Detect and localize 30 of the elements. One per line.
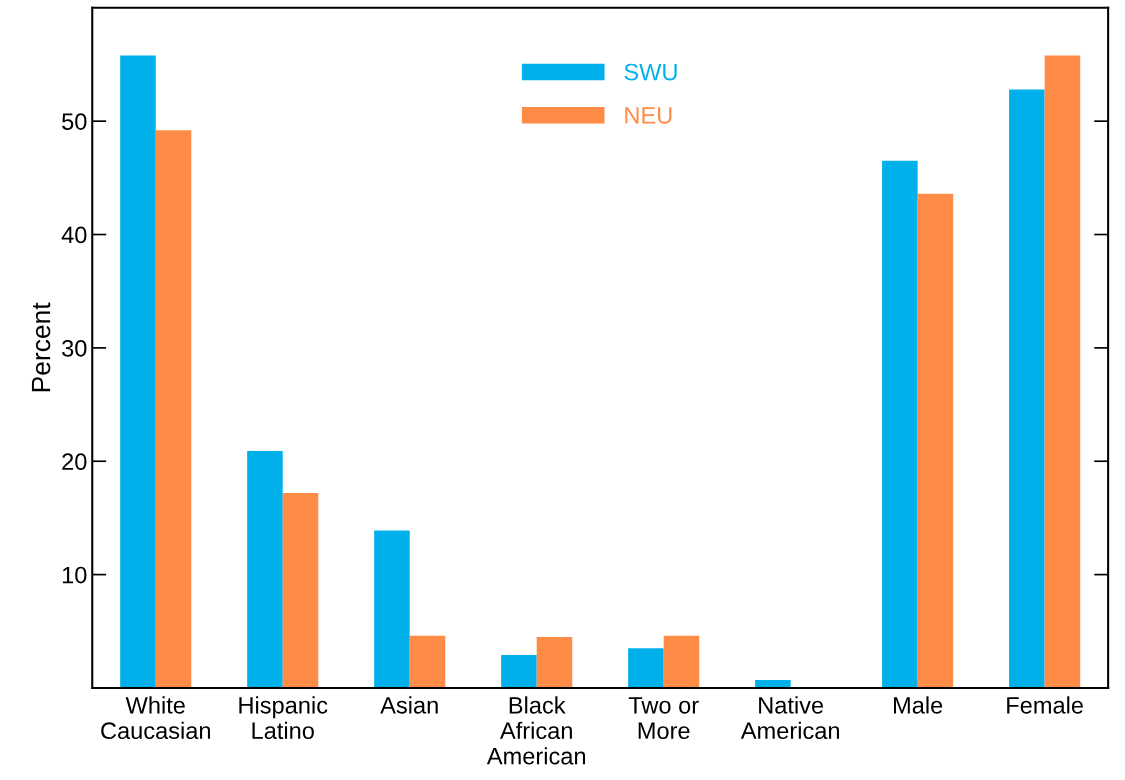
y-axis-title: Percent [31,302,51,392]
bar [409,635,446,688]
bar [1009,89,1045,688]
x-tick-label: White Caucasian [101,696,210,740]
bar [247,451,283,688]
x-tick-label: Native American [740,696,839,740]
bar [628,648,664,688]
bar [1044,55,1081,688]
x-tick-label: Female [1007,696,1083,714]
x-tick-label: Hispanic Latino [239,696,328,740]
bar [663,635,700,688]
y-tick-label: 30 [62,339,87,357]
y-tick-label: 40 [61,226,87,244]
x-tick-label: Asian [380,696,438,714]
y-tick-label: 50 [62,113,87,130]
x-tick-label: Male [894,696,943,714]
y-tick-label: 20 [62,453,87,471]
bar [536,636,573,688]
bar [501,655,537,688]
legend-label: SWU [624,63,677,81]
bar [120,55,156,688]
bar [155,130,192,688]
y-tick-label: 10 [62,566,87,584]
bar [374,530,410,688]
x-tick-label: Two or More [628,697,699,740]
bar [282,492,319,688]
bar [917,193,954,688]
bar [882,160,918,688]
x-tick-label: Black African American [486,696,586,765]
legend-label: NEU [625,107,672,124]
